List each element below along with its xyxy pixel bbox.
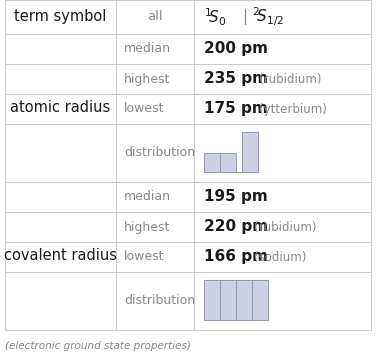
Text: term symbol: term symbol [14,9,107,24]
Text: (sodium): (sodium) [254,250,306,264]
Text: highest: highest [124,220,170,233]
Text: covalent radius: covalent radius [4,249,117,264]
Bar [236,280,252,320]
Text: 166 pm: 166 pm [204,249,268,265]
Text: (electronic ground state properties): (electronic ground state properties) [5,341,191,351]
Text: 195 pm: 195 pm [204,189,268,204]
Text: (ytterbium): (ytterbium) [259,102,327,115]
Text: 200 pm: 200 pm [204,41,268,57]
Text: $^{2}\!S_{1/2}$: $^{2}\!S_{1/2}$ [252,6,284,28]
Text: highest: highest [124,73,170,86]
Bar [243,132,258,172]
Text: 235 pm: 235 pm [204,72,268,86]
Text: $^{1}\!S_{0}$: $^{1}\!S_{0}$ [204,6,227,28]
Text: median: median [124,191,171,204]
Bar [252,280,268,320]
Bar [220,153,236,172]
Text: lowest: lowest [124,102,165,115]
Text: lowest: lowest [124,250,165,264]
Text: (rubidium): (rubidium) [254,220,317,233]
Text: distribution: distribution [124,294,195,307]
Bar [220,280,236,320]
Text: |: | [242,9,247,25]
Text: distribution: distribution [124,147,195,159]
Text: atomic radius: atomic radius [11,101,111,115]
Text: 175 pm: 175 pm [204,102,268,117]
Bar [204,280,220,320]
Text: all: all [147,11,163,24]
Bar [204,153,220,172]
Text: median: median [124,42,171,56]
Text: 220 pm: 220 pm [204,220,268,234]
Text: (rubidium): (rubidium) [259,73,321,86]
